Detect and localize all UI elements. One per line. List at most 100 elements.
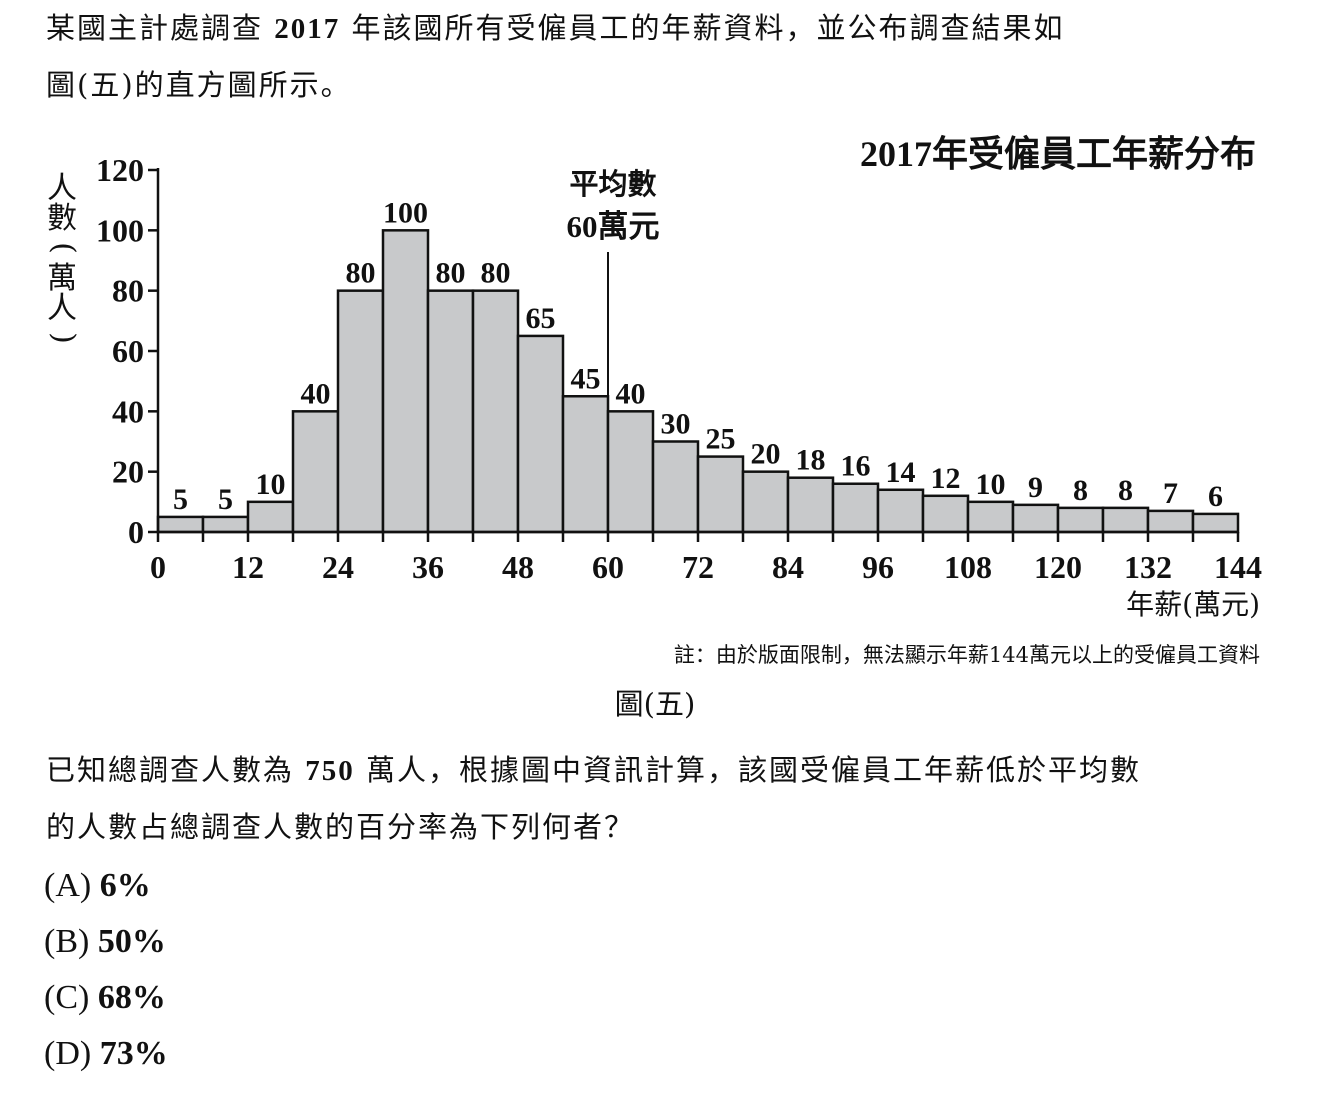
option-c[interactable]: (C) 68% (44, 979, 166, 1016)
y-tick-label: 40 (112, 393, 144, 429)
x-tick-label: 60 (592, 549, 624, 585)
x-tick-label: 144 (1214, 549, 1262, 585)
bar-value-label: 80 (481, 257, 511, 290)
histogram-bar (561, 395, 610, 534)
histogram-bar (201, 515, 250, 534)
bar-value-label: 7 (1163, 477, 1178, 510)
option-d[interactable]: (D) 73% (44, 1035, 168, 1072)
histogram-bar (651, 440, 700, 534)
histogram-bar (246, 500, 295, 534)
histogram-bar (1146, 509, 1195, 534)
bar-value-label: 10 (976, 468, 1006, 501)
mean-label-line1: 平均數 (569, 167, 656, 201)
option-a[interactable]: (A) 6% (44, 867, 151, 904)
bar-value-label: 14 (886, 456, 916, 489)
y-axis-label-char: 數 (47, 201, 77, 236)
bar-value-label: 45 (571, 362, 601, 395)
x-tick-label: 120 (1034, 549, 1082, 585)
intro-text-a: 某國主計處調查 (46, 11, 264, 45)
bar-value-label: 9 (1028, 471, 1043, 504)
y-axis-label-char: 萬 (47, 261, 77, 296)
bar-value-label: 16 (841, 450, 871, 483)
bar-value-label: 40 (301, 377, 331, 410)
bar-value-label: 65 (526, 302, 556, 335)
histogram-bar (1056, 506, 1105, 534)
y-axis-label-char: ) (46, 332, 81, 344)
mean-label-number: 60 (567, 209, 598, 244)
body-text-line2: 的人數占總調查人數的百分率為下列何者？ (46, 810, 636, 844)
histogram-bar (786, 476, 835, 534)
answer-options: (A) 6% (B) 50% (C) 68% (D) 73% (44, 858, 168, 1082)
bar-value-label: 18 (796, 444, 826, 477)
body-text-b: 萬人，根據圖中資訊計算，該國受僱員工年薪低於平均數 (365, 753, 1141, 787)
bar-value-label: 8 (1073, 474, 1088, 507)
histogram-bar (696, 455, 745, 534)
y-tick-label: 100 (96, 212, 144, 248)
x-tick-label: 0 (150, 549, 166, 585)
bar-value-label: 30 (661, 408, 691, 441)
y-axis-label-char: 人 (47, 171, 77, 206)
histogram-bar (1101, 506, 1150, 534)
histogram-bar (741, 470, 790, 534)
x-tick-label: 132 (1124, 549, 1172, 585)
intro-year: 2017 (274, 13, 341, 45)
bar-value-label: 12 (931, 462, 961, 495)
x-tick-label: 36 (412, 549, 444, 585)
histogram-bar (156, 515, 205, 534)
bar-value-label: 80 (436, 257, 466, 290)
intro-text-line2: 圖(五)的直方圖所示。 (46, 68, 352, 102)
option-b[interactable]: (B) 50% (44, 923, 166, 960)
chart-title: 2017年受僱員工年薪分布 (860, 134, 1256, 174)
x-tick-label: 72 (682, 549, 714, 585)
axes-group (148, 168, 1240, 542)
bars-group (156, 229, 1240, 534)
histogram-bar (1011, 503, 1060, 534)
x-tick-label: 24 (322, 549, 354, 585)
bar-value-label: 40 (616, 377, 646, 410)
histogram-bar (381, 229, 430, 534)
x-tick-label: 48 (502, 549, 534, 585)
bar-value-label: 5 (173, 483, 188, 516)
y-axis-label-char: ( (46, 242, 81, 254)
x-tick-labels-group: 0 12 24 36 48 60 72 84 96 108 120 132 144 (150, 549, 1262, 585)
question-intro: 某國主計處調查 2017 年該國所有受僱員工的年薪資料，並公布調查結果如 圖(五… (46, 0, 1276, 113)
y-axis-label-char: 人 (47, 291, 77, 326)
x-tick-label: 12 (232, 549, 264, 585)
question-body: 已知總調查人數為 750 萬人，根據圖中資訊計算，該國受僱員工年薪低於平均數 的… (46, 742, 1276, 855)
histogram-bar (606, 410, 655, 534)
x-tick-label: 96 (862, 549, 894, 585)
y-axis-label: 人數(萬人) (46, 171, 81, 344)
y-tick-labels-group: 0 20 40 60 80 100 120 (96, 152, 144, 550)
y-tick-label: 120 (96, 152, 144, 188)
chart-note: 註：由於版面限制，無法顯示年薪144萬元以上的受僱員工資料 (674, 643, 1260, 667)
histogram-bar (471, 289, 520, 534)
bar-value-label: 5 (218, 483, 233, 516)
y-tick-label: 80 (112, 273, 144, 309)
histogram-bar (336, 289, 385, 534)
body-text-a: 已知總調查人數為 (46, 753, 295, 787)
mean-label-unit: 萬元 (598, 209, 660, 245)
histogram-bar (291, 410, 340, 534)
histogram-bar (876, 488, 925, 534)
bar-value-label: 25 (706, 423, 736, 456)
x-tick-label: 84 (772, 549, 804, 585)
histogram-bar (831, 482, 880, 534)
histogram-bar (921, 494, 970, 534)
bar-value-label: 20 (751, 438, 781, 471)
bar-value-label: 100 (383, 196, 428, 229)
x-tick-label: 108 (944, 549, 992, 585)
bar-value-label: 6 (1208, 480, 1223, 513)
histogram-bar (966, 500, 1015, 534)
histogram-bar (516, 334, 565, 534)
mean-label-line2: 60萬元 (567, 209, 660, 245)
y-tick-label: 20 (112, 454, 144, 490)
bar-value-label: 80 (346, 257, 376, 290)
histogram-bar (1191, 512, 1240, 534)
x-axis-label: 年薪(萬元) (1126, 588, 1260, 621)
body-total: 750 (305, 755, 355, 787)
bar-value-label: 10 (256, 468, 286, 501)
y-tick-label: 60 (112, 333, 144, 369)
y-tick-label: 0 (128, 514, 144, 550)
